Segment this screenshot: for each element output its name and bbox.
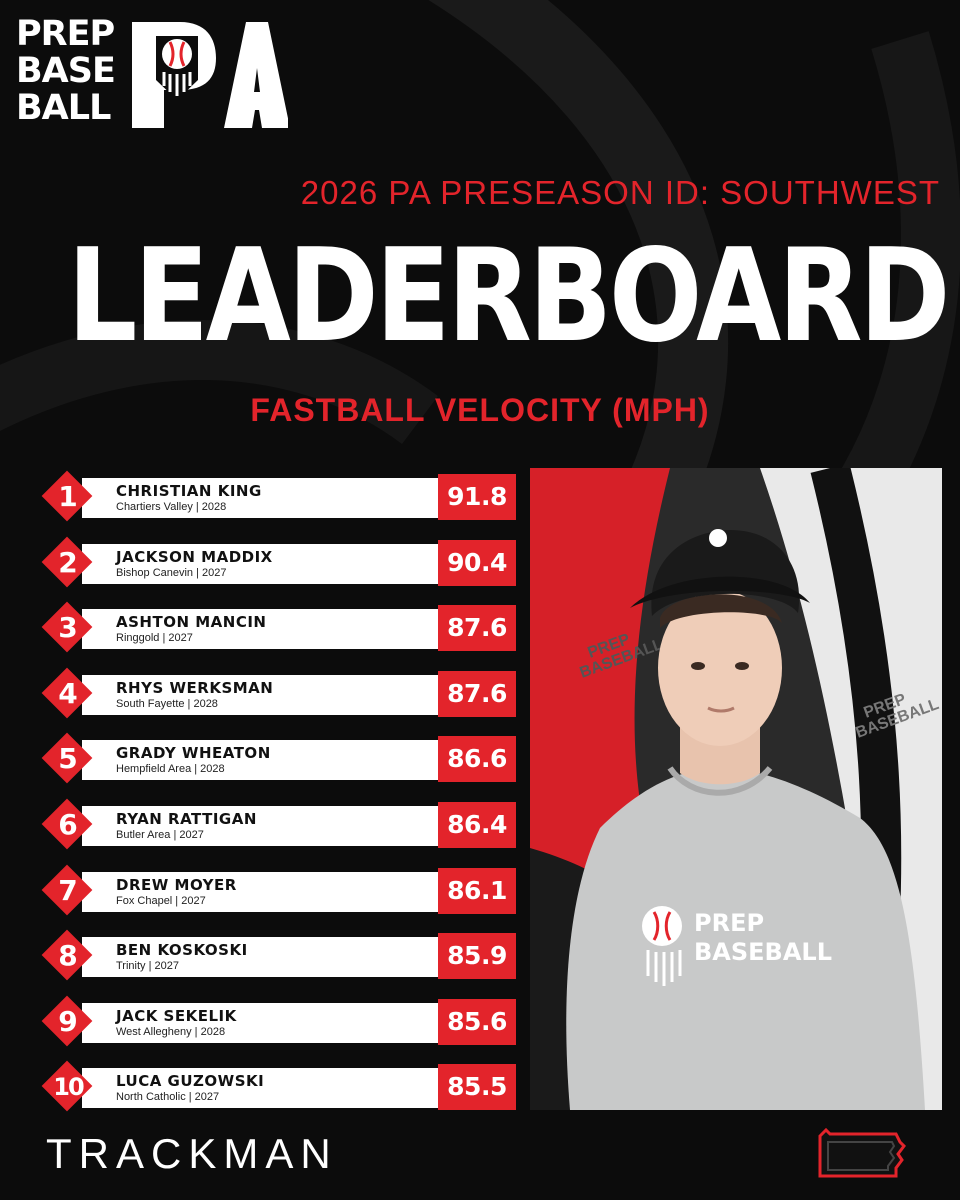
name-bar bbox=[82, 543, 438, 584]
rank-number: 10 bbox=[53, 1073, 84, 1102]
velocity-box bbox=[438, 539, 516, 586]
player-name: DREW MOYER bbox=[116, 875, 237, 894]
leaderboard-row: 9 JACK SEKELIK West Allegheny | 2028 85.6 bbox=[41, 995, 520, 1049]
velocity-value: 85.9 bbox=[447, 941, 507, 971]
velocity-box bbox=[438, 605, 516, 652]
name-bar bbox=[82, 806, 438, 846]
player-school-year: Hempfield Area | 2028 bbox=[116, 763, 225, 776]
rank-number: 2 bbox=[58, 545, 78, 579]
player-school-year: Butler Area | 2027 bbox=[116, 829, 204, 841]
leaderboard-row: 4 RHYS WERKSMAN South Fayette | 2028 87.6 bbox=[41, 667, 520, 721]
sponsor-logo-trackman: TRACKMAN bbox=[46, 1130, 338, 1177]
prep-baseball-pa-logo: PREP BASE BALL bbox=[16, 14, 288, 132]
event-title: 2026 PA PRESEASON ID: SOUTHWEST bbox=[300, 174, 940, 211]
velocity-value: 87.6 bbox=[447, 613, 507, 643]
shirt-text-baseball: BASEBALL bbox=[694, 938, 832, 966]
metric-title: FASTBALL VELOCITY (MPH) bbox=[250, 392, 710, 428]
leaderboard-row: 8 BEN KOSKOSKI Trinity | 2027 85.9 bbox=[41, 929, 520, 983]
velocity-value: 85.6 bbox=[447, 1006, 507, 1036]
velocity-box bbox=[438, 998, 516, 1045]
name-bar bbox=[82, 937, 438, 978]
velocity-box bbox=[438, 736, 516, 783]
velocity-value: 85.5 bbox=[447, 1072, 507, 1102]
leaderboard-row: 10 LUCA GUZOWSKI North Catholic | 2027 85.5 bbox=[41, 1060, 520, 1114]
rank-number: 8 bbox=[58, 939, 78, 973]
player-school-year: Fox Chapel | 2027 bbox=[116, 894, 206, 907]
player-school-year: Bishop Canevin | 2027 bbox=[116, 566, 227, 579]
player-name: JACK SEKELIK bbox=[116, 1006, 237, 1025]
player-photo-illustration: PREP BASEBALL PREP BASEBALL PREP BASEBAL… bbox=[530, 468, 942, 1110]
leaderboard-row: 1 CHRISTIAN KING Chartiers Valley | 2028 91… bbox=[41, 470, 520, 524]
player-school-year: Ringgold | 2027 bbox=[116, 632, 193, 645]
velocity-box bbox=[438, 802, 516, 848]
player-school-year: West Allegheny | 2028 bbox=[116, 1025, 226, 1038]
player-school-year: South Fayette | 2028 bbox=[116, 697, 218, 710]
player-school-year: Chartiers Valley | 2028 bbox=[116, 501, 227, 513]
logo-line-ball: BALL bbox=[16, 88, 111, 128]
velocity-box bbox=[438, 474, 516, 520]
name-bar bbox=[82, 478, 438, 518]
name-bar bbox=[82, 740, 438, 781]
velocity-value: 86.4 bbox=[447, 810, 507, 839]
player-name: JACKSON MADDIX bbox=[116, 547, 273, 566]
player-school-year: Trinity | 2027 bbox=[116, 960, 179, 973]
logo-line-prep: PREP bbox=[16, 14, 115, 54]
velocity-box bbox=[438, 867, 516, 914]
velocity-value: 91.8 bbox=[447, 482, 507, 511]
name-bar bbox=[82, 1002, 438, 1043]
name-bar bbox=[82, 674, 438, 715]
logo-wordmark: PREP BASE BALL bbox=[16, 14, 116, 128]
rank-number: 4 bbox=[58, 676, 78, 710]
page-title: LEADERBOARD bbox=[67, 222, 950, 371]
rank-number: 7 bbox=[58, 873, 78, 907]
baseball-shield-icon bbox=[132, 22, 288, 128]
velocity-value: 90.4 bbox=[447, 547, 507, 577]
rank-number: 3 bbox=[58, 611, 78, 645]
velocity-value: 87.6 bbox=[447, 678, 507, 708]
shirt-text-prep: PREP bbox=[694, 909, 764, 937]
player-photo: PREP BASEBALL PREP BASEBALL PREP BASEBAL… bbox=[530, 468, 942, 1110]
velocity-box bbox=[438, 933, 516, 980]
leaderboard-row: 5 GRADY WHEATON Hempfield Area | 2028 86.6 bbox=[41, 732, 520, 786]
name-bar bbox=[82, 871, 438, 912]
velocity-box bbox=[438, 670, 516, 717]
player-name: RYAN RATTIGAN bbox=[116, 810, 257, 828]
player-name: LUCA GUZOWSKI bbox=[116, 1072, 265, 1091]
velocity-value: 86.1 bbox=[447, 875, 507, 905]
leaderboard-row: 3 ASHTON MANCIN Ringgold | 2027 87.6 bbox=[41, 601, 520, 655]
player-name: RHYS WERKSMAN bbox=[116, 678, 274, 697]
name-bar bbox=[82, 1068, 438, 1109]
leaderboard-row: 2 JACKSON MADDIX Bishop Canevin | 2027 90.4 bbox=[41, 536, 520, 590]
rank-number: 6 bbox=[58, 808, 78, 841]
player-name: BEN KOSKOSKI bbox=[116, 941, 248, 960]
name-bar bbox=[82, 609, 438, 650]
rank-number: 5 bbox=[58, 742, 78, 776]
leaderboard-row: 7 DREW MOYER Fox Chapel | 2027 86.1 bbox=[41, 864, 520, 918]
velocity-value: 86.6 bbox=[447, 744, 507, 774]
rank-number: 1 bbox=[58, 480, 78, 513]
player-name: ASHTON MANCIN bbox=[116, 613, 267, 632]
logo-line-base: BASE bbox=[16, 51, 116, 91]
velocity-box bbox=[438, 1064, 516, 1111]
leaderboard-row: 6 RYAN RATTIGAN Butler Area | 2027 86.4 bbox=[41, 798, 520, 852]
player-school-year: North Catholic | 2027 bbox=[116, 1091, 220, 1104]
player-name: CHRISTIAN KING bbox=[116, 482, 262, 500]
player-name: GRADY WHEATON bbox=[116, 744, 271, 763]
rank-number: 9 bbox=[58, 1004, 78, 1038]
pennsylvania-outline-icon bbox=[818, 1128, 906, 1178]
